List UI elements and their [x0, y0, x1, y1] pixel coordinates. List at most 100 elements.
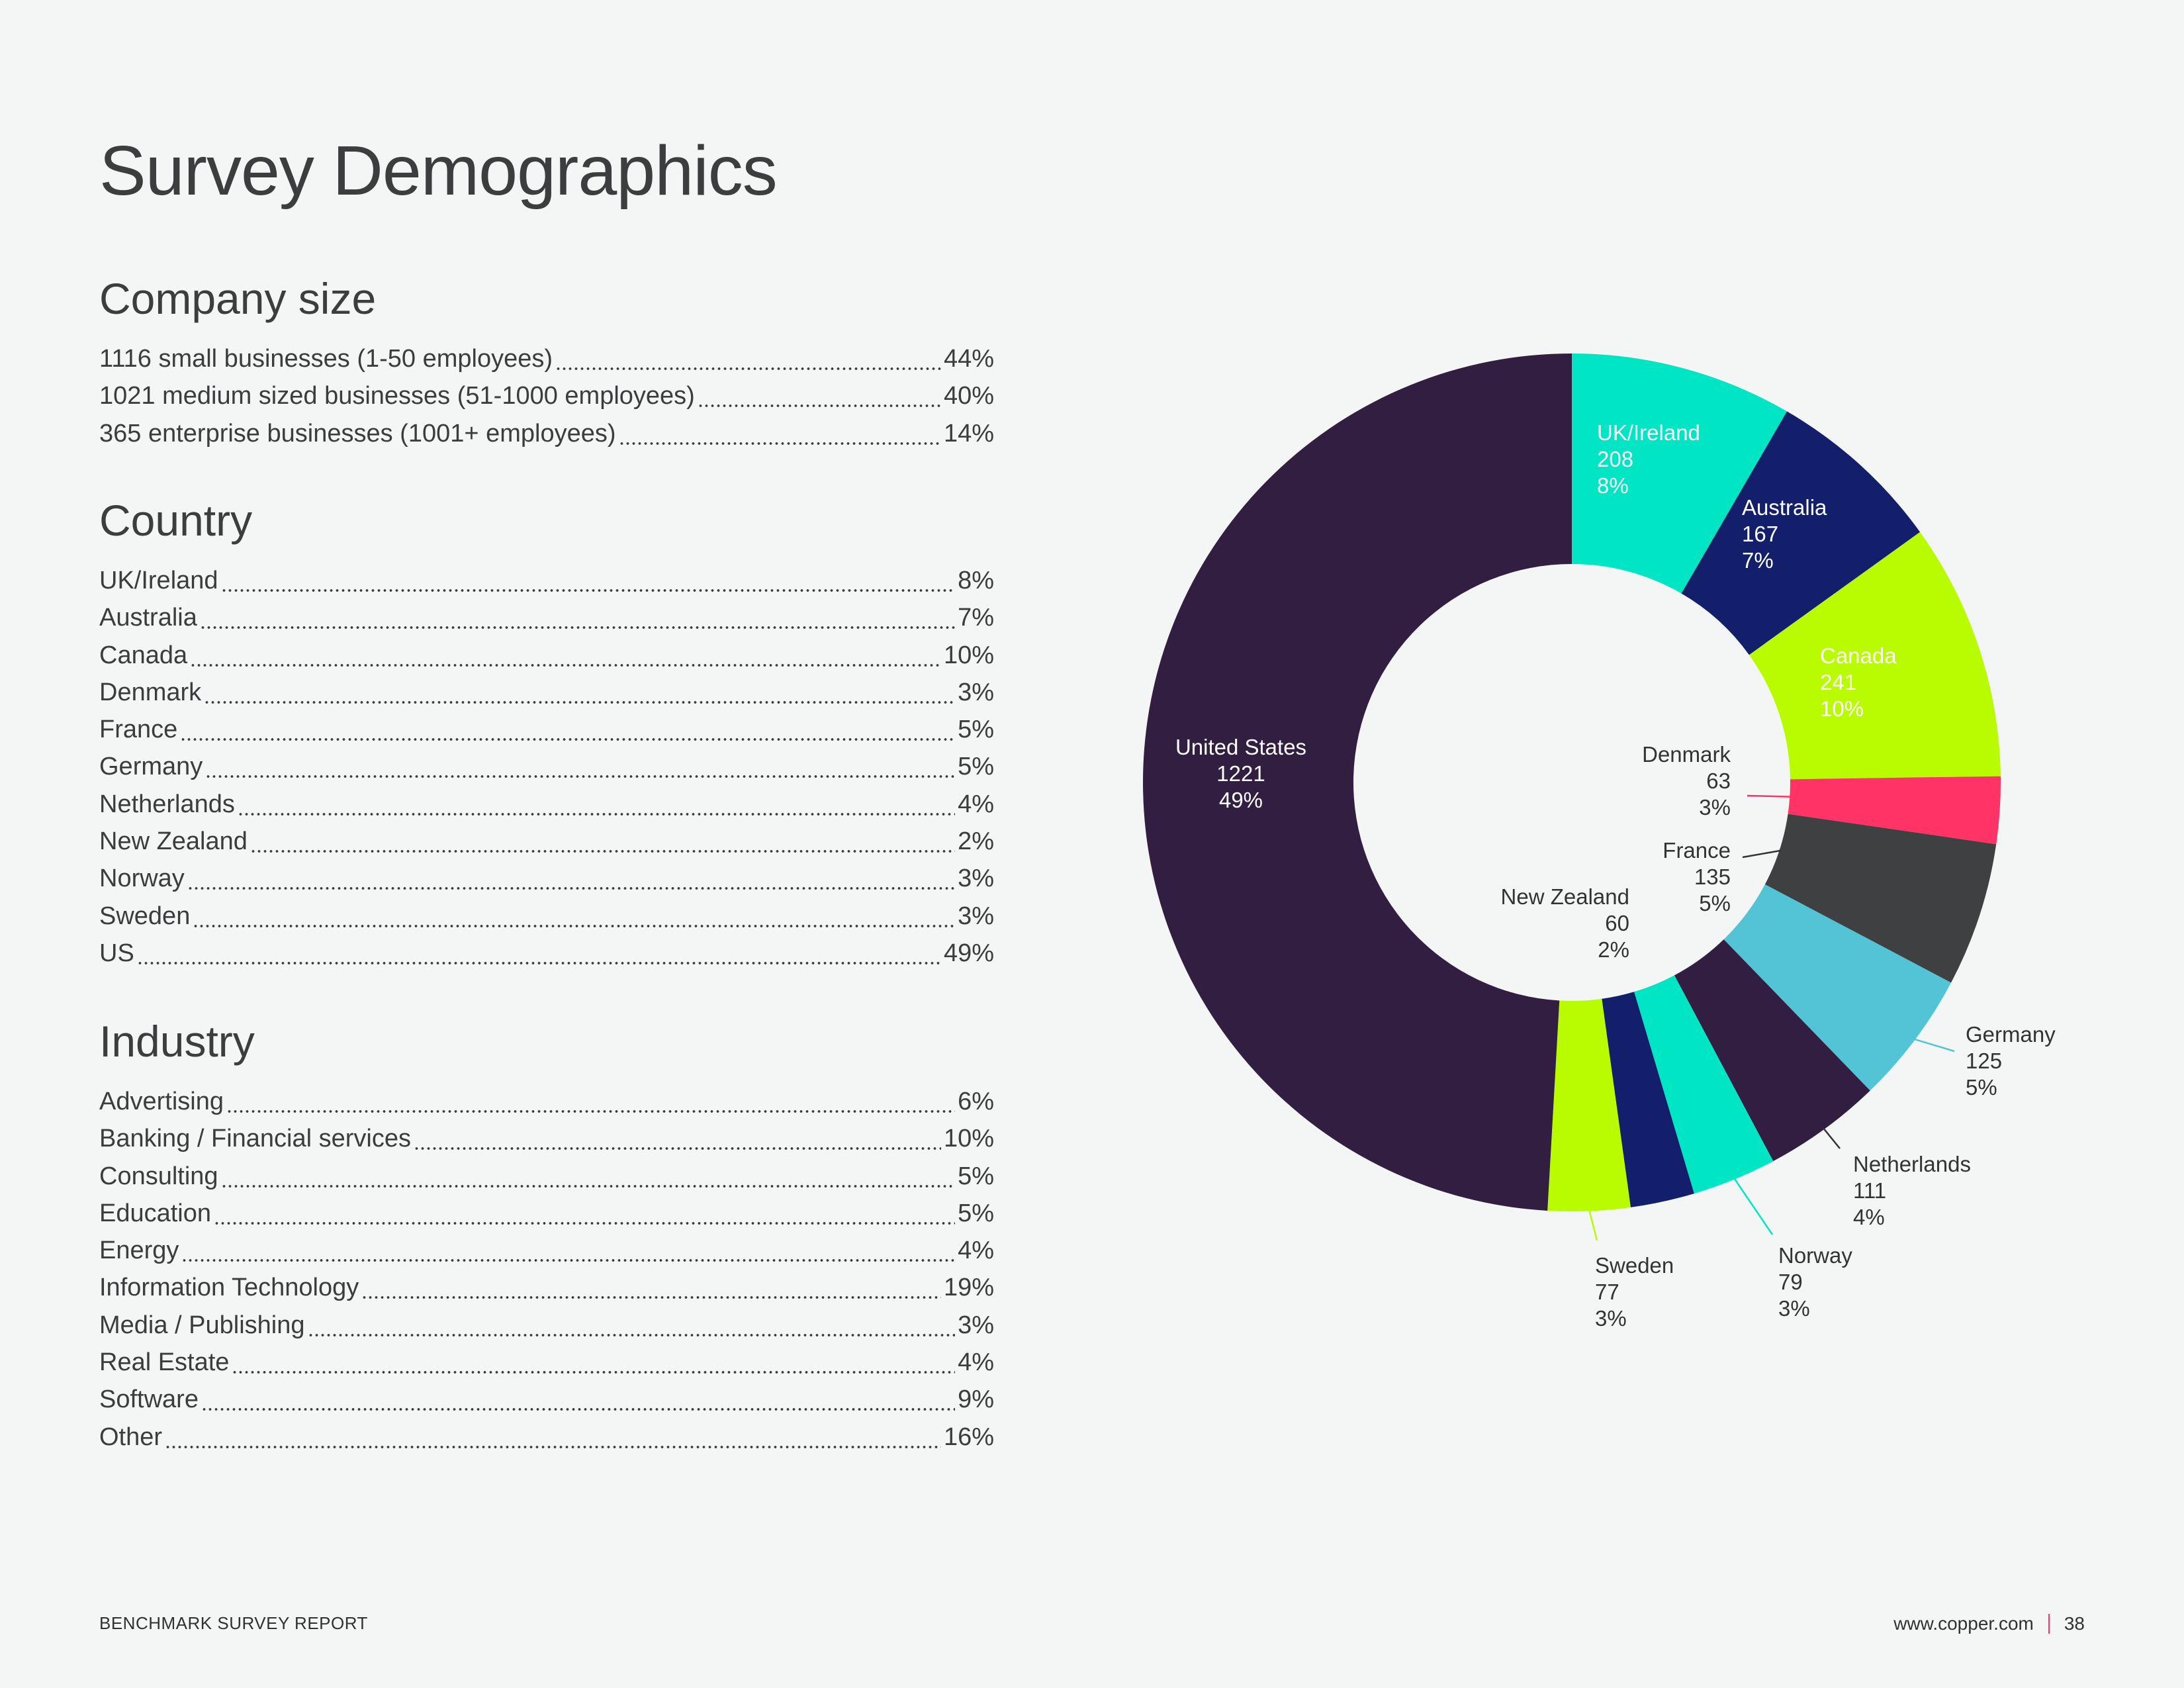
row-label: 365 enterprise businesses (1001+ employe… — [99, 419, 616, 447]
leader-line — [1747, 794, 1792, 798]
dot-leader — [190, 636, 941, 674]
country-section: Country UK/Ireland 8% Australia 7% Canada 10%… — [99, 498, 994, 972]
list-row: Canada 10% — [99, 636, 994, 674]
list-row: 365 enterprise businesses (1001+ employe… — [99, 414, 994, 452]
donut-slice-canada — [1749, 532, 2001, 780]
dot-leader — [180, 711, 956, 749]
row-label: Energy — [99, 1237, 179, 1265]
dot-leader — [307, 1306, 956, 1344]
row-label: France — [99, 716, 178, 744]
row-value: 3% — [958, 678, 994, 706]
page-number: 38 — [2064, 1613, 2085, 1634]
donut-slice-france — [1764, 814, 1997, 983]
row-value: 14% — [943, 419, 994, 447]
footer-right: www.copper.com 38 — [1893, 1613, 2085, 1634]
list-row: 1116 small businesses (1-50 employees) 44… — [99, 340, 994, 378]
list-row: Advertising 6% — [99, 1083, 994, 1121]
row-value: 16% — [943, 1423, 994, 1451]
slice-percent: 49% — [1219, 788, 1263, 812]
dot-leader — [697, 377, 941, 415]
slice-label: Canada — [1820, 643, 1897, 668]
industry-list: Advertising 6% Banking / Financial service… — [99, 1083, 994, 1456]
company-size-heading: Company size — [99, 274, 377, 323]
leader-line — [1733, 1178, 1774, 1235]
dot-leader — [220, 562, 956, 600]
footer-divider — [2048, 1614, 2050, 1634]
dot-leader — [250, 823, 956, 861]
list-row: Netherlands 4% — [99, 785, 994, 823]
slice-count: 135 — [1694, 865, 1731, 889]
dot-leader — [205, 748, 956, 786]
slice-label: Sweden — [1595, 1253, 1674, 1278]
dot-leader — [193, 897, 956, 935]
row-label: Education — [99, 1199, 212, 1227]
row-value: 6% — [958, 1088, 994, 1115]
slice-percent: 5% — [1699, 891, 1731, 915]
list-row: Australia 7% — [99, 599, 994, 637]
list-row: US 49% — [99, 934, 994, 972]
list-row: 1021 medium sized businesses (51-1000 em… — [99, 377, 994, 415]
slice-percent: 10% — [1820, 696, 1864, 721]
list-row: Denmark 3% — [99, 673, 994, 712]
slice-label: United States — [1175, 735, 1306, 759]
dot-leader — [618, 414, 941, 452]
row-label: 1021 medium sized businesses (51-1000 em… — [99, 382, 695, 410]
list-row: Consulting 5% — [99, 1157, 994, 1195]
list-row: Sweden 3% — [99, 897, 994, 935]
row-label: Canada — [99, 641, 188, 669]
row-label: Other — [99, 1423, 163, 1451]
row-label: Denmark — [99, 678, 202, 706]
leader-line — [1823, 1127, 1841, 1149]
row-label: Software — [99, 1385, 199, 1414]
donut-slice-uk-ireland — [1572, 353, 1788, 594]
row-label: Consulting — [99, 1162, 218, 1190]
slice-count: 77 — [1595, 1280, 1619, 1304]
donut-slice-australia — [1681, 411, 1921, 655]
dot-leader — [165, 1418, 941, 1456]
dot-leader — [232, 1344, 956, 1382]
slice-percent: 2% — [1598, 937, 1629, 962]
donut-slice-sweden — [1547, 998, 1631, 1211]
row-value: 19% — [943, 1274, 994, 1302]
country-list: UK/Ireland 8% Australia 7% Canada 10% Denmark 3… — [99, 562, 994, 972]
list-row: Information Technology 19% — [99, 1269, 994, 1307]
slice-label: Germany — [1966, 1022, 2056, 1047]
dot-leader — [220, 1157, 956, 1195]
donut-slice-norway — [1634, 975, 1774, 1194]
row-label: New Zealand — [99, 827, 248, 856]
website-link[interactable]: www.copper.com — [1893, 1613, 2034, 1634]
dot-leader — [204, 673, 956, 712]
slice-label: Norway — [1778, 1243, 1852, 1268]
report-name: BENCHMARK SURVEY REPORT — [99, 1613, 368, 1633]
slice-count: 125 — [1966, 1049, 2002, 1073]
donut-slice-united-states — [1142, 353, 1572, 1211]
row-label: Sweden — [99, 902, 191, 930]
list-row: Energy 4% — [99, 1232, 994, 1270]
slice-count: 60 — [1605, 911, 1629, 935]
slice-count: 208 — [1597, 447, 1633, 471]
company-size-list: 1116 small businesses (1-50 employees) 44… — [99, 340, 994, 452]
row-value: 2% — [958, 827, 994, 856]
donut-slice-netherlands — [1674, 939, 1870, 1162]
list-row: France 5% — [99, 711, 994, 749]
row-value: 5% — [958, 1199, 994, 1227]
slice-percent: 4% — [1853, 1205, 1885, 1229]
row-value: 4% — [958, 790, 994, 818]
donut-slice-new-zealand — [1602, 992, 1694, 1207]
row-label: Germany — [99, 753, 203, 781]
slice-percent: 7% — [1742, 548, 1774, 573]
row-value: 5% — [958, 1162, 994, 1190]
list-row: Software 9% — [99, 1381, 994, 1419]
row-label: UK/Ireland — [99, 567, 218, 594]
dot-leader — [201, 1381, 956, 1419]
slice-label: New Zealand — [1501, 884, 1629, 909]
list-row: UK/Ireland 8% — [99, 562, 994, 600]
slice-label: Denmark — [1642, 742, 1731, 767]
row-label: 1116 small businesses (1-50 employees) — [99, 345, 553, 373]
list-row: Banking / Financial services 10% — [99, 1120, 994, 1158]
dot-leader — [555, 340, 941, 378]
country-heading: Country — [99, 496, 253, 545]
slice-percent: 5% — [1966, 1075, 1997, 1100]
row-value: 8% — [958, 567, 994, 594]
